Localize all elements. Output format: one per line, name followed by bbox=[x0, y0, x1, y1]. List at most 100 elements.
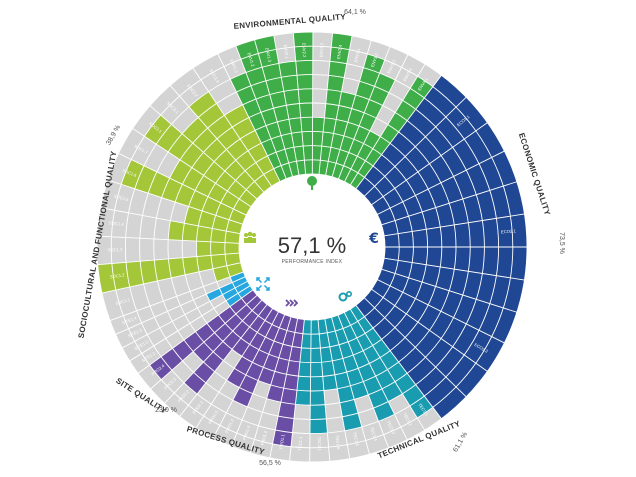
sector-bar bbox=[355, 297, 467, 419]
category-label: ENVIRONMENTAL QUALITY bbox=[233, 12, 346, 31]
sector-bar bbox=[169, 159, 252, 216]
sector-bar bbox=[121, 159, 247, 225]
sector-bar bbox=[235, 39, 293, 179]
sector-label: TEC1.6 bbox=[334, 435, 341, 450]
sector-label: PRO1.1 bbox=[278, 433, 285, 449]
sector-bar bbox=[226, 308, 279, 388]
sector-label: SOC1.2 bbox=[109, 272, 125, 279]
sector-bar bbox=[196, 241, 240, 257]
sector-label: ENV3.2 bbox=[370, 52, 380, 68]
sector-label: SITE1.3 bbox=[127, 327, 143, 338]
sector-bar bbox=[266, 316, 298, 403]
tree-icon bbox=[307, 176, 317, 190]
grid-lines bbox=[96, 31, 528, 463]
grid-ring bbox=[210, 145, 414, 349]
grid-ring bbox=[224, 159, 400, 335]
sector-bar bbox=[318, 32, 353, 176]
category-percent: 73,5 % bbox=[558, 232, 565, 254]
sector-bar bbox=[168, 220, 241, 244]
sector-label: TEC1.3 bbox=[386, 420, 397, 436]
sector-bar bbox=[182, 117, 264, 200]
sector-bar bbox=[193, 295, 262, 363]
sector-label: PRO1.2 bbox=[260, 430, 269, 446]
category-percent: 38,9 % bbox=[105, 124, 122, 146]
sector-bar bbox=[224, 104, 280, 187]
category-percent: 56,5 % bbox=[259, 460, 281, 467]
sector-bar bbox=[344, 309, 403, 402]
sector-label: ENV3.4 bbox=[402, 67, 414, 83]
sector-bar bbox=[381, 258, 525, 313]
sector-label: SOC1.1 bbox=[115, 297, 131, 306]
compass-icon bbox=[256, 277, 270, 291]
sector-bar bbox=[254, 35, 300, 177]
center-circle bbox=[240, 175, 384, 319]
grid-ring bbox=[153, 88, 471, 406]
sector-bar bbox=[188, 91, 272, 193]
grid-ring bbox=[195, 130, 429, 364]
sector-bar bbox=[184, 206, 243, 234]
category-icons: € bbox=[244, 176, 379, 307]
sector-label: SOC1.3 bbox=[108, 247, 124, 252]
grid-ring bbox=[96, 31, 528, 463]
sector-label: ENV1.3 bbox=[264, 47, 272, 63]
performance-index-value: 57,1 % bbox=[278, 233, 347, 258]
sector-label: ENV2.4 bbox=[336, 44, 343, 60]
sector-label: TEC1.4 bbox=[369, 427, 378, 443]
sector-bar bbox=[371, 122, 505, 215]
center-disc: 57,1 % PERFORMANCE INDEX bbox=[240, 175, 384, 319]
sector-label: SOC1.5 bbox=[113, 193, 129, 202]
sector-bar bbox=[97, 253, 241, 294]
sector-label: SOC1.6 bbox=[122, 168, 138, 178]
sector-label: TEC1.2 bbox=[402, 412, 414, 427]
sector-bar bbox=[371, 279, 505, 372]
sector-bar bbox=[144, 115, 257, 207]
sector-bar bbox=[149, 289, 258, 380]
sector-label: SITE1.4 bbox=[121, 315, 138, 326]
sector-label: TEC1.5 bbox=[352, 432, 360, 448]
sector-label: ENV3.1 bbox=[353, 47, 361, 63]
grid-ring bbox=[238, 173, 386, 321]
sector-bar bbox=[364, 97, 488, 205]
sector-bar bbox=[183, 300, 268, 395]
sector-bar bbox=[232, 304, 273, 357]
sector-bar bbox=[344, 130, 381, 185]
category-percent: 64,1 % bbox=[344, 9, 366, 16]
sector-bar bbox=[272, 318, 305, 447]
sector-bar bbox=[355, 75, 467, 197]
sector-bar bbox=[350, 305, 433, 418]
sector-bar bbox=[331, 315, 369, 400]
sector-bar bbox=[325, 91, 356, 177]
people-icon bbox=[244, 231, 256, 243]
sector-bar bbox=[232, 311, 285, 407]
sector-label: ENV3.3 bbox=[386, 58, 397, 74]
grid-ring bbox=[167, 102, 457, 392]
sector-label: ENV2.3 bbox=[319, 42, 325, 57]
performance-index-caption: PERFORMANCE INDEX bbox=[282, 259, 343, 265]
grid-ring bbox=[110, 45, 514, 449]
sector-label: SOC1.4 bbox=[109, 220, 125, 227]
category-percent: 23,0 % bbox=[155, 407, 177, 414]
sector-bar bbox=[258, 314, 292, 385]
arrows-icon bbox=[285, 299, 299, 307]
sector-bar bbox=[384, 247, 527, 281]
sector-label: TEC3.1 bbox=[317, 437, 323, 452]
category-percent: 61,1 % bbox=[452, 431, 469, 453]
grid-ring bbox=[124, 59, 500, 435]
euro-icon: € bbox=[368, 231, 379, 247]
sector-label: ENV2.2 bbox=[301, 43, 307, 58]
sector-label: PRO1.4 bbox=[224, 417, 235, 433]
svg-text:€: € bbox=[368, 231, 379, 247]
gears-icon bbox=[338, 291, 353, 302]
sector-bar bbox=[384, 213, 527, 247]
sector-label: TEC1.1 bbox=[297, 436, 303, 451]
grid-ring bbox=[139, 74, 485, 420]
sector-bar bbox=[381, 181, 525, 236]
sector-bar bbox=[230, 271, 246, 283]
sector-label: ENV1.1 bbox=[229, 58, 240, 74]
sector-label: ECO2.1 bbox=[501, 228, 517, 234]
sector-label: PRO1.3 bbox=[242, 424, 252, 440]
sector-bar bbox=[206, 276, 248, 302]
sector-bar bbox=[350, 76, 433, 189]
